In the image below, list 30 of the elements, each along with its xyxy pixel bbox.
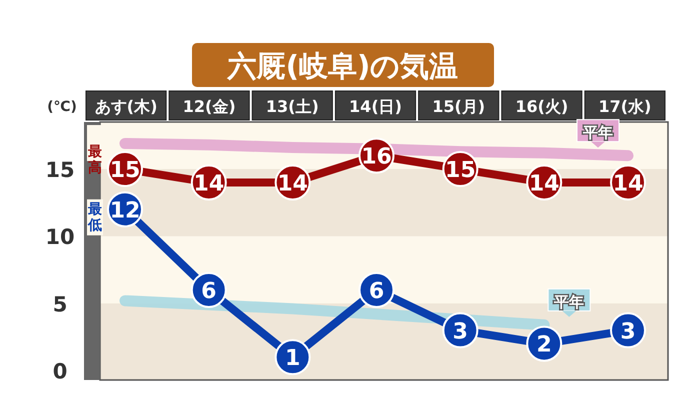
data-label: 15 xyxy=(110,158,140,184)
data-label: 14 xyxy=(194,171,224,196)
x-tick-label: 15(月) xyxy=(432,97,486,116)
data-label: 3 xyxy=(620,319,636,344)
y-axis-title: (℃) xyxy=(47,99,77,115)
y-tick-label: 10 xyxy=(45,225,75,250)
x-tick-label: 13(土) xyxy=(266,97,319,116)
data-label: 16 xyxy=(361,144,392,170)
data-label: 3 xyxy=(452,319,468,344)
data-label: 6 xyxy=(201,278,216,304)
x-tick-label: 17(水) xyxy=(598,97,652,116)
data-label: 15 xyxy=(445,158,476,184)
chart-title: 六厩(岐阜)の気温 xyxy=(226,49,458,83)
data-label: 14 xyxy=(528,171,560,196)
x-tick-label: 12(金) xyxy=(182,97,236,116)
data-label: 6 xyxy=(368,278,384,304)
series-label: 平年 xyxy=(582,124,613,142)
data-label: 2 xyxy=(536,332,552,358)
data-label: 12 xyxy=(110,198,140,224)
x-tick-label: あす(木) xyxy=(94,97,158,116)
y-tick-label: 0 xyxy=(52,360,68,384)
x-tick-label: 14(日) xyxy=(349,97,402,116)
data-label: 14 xyxy=(277,171,308,196)
y-tick-label: 5 xyxy=(52,292,68,316)
data-label: 14 xyxy=(612,171,644,196)
x-tick-label: 16(火) xyxy=(515,97,568,116)
y-tick-label: 15 xyxy=(45,158,75,182)
series-label: 最低 xyxy=(87,201,102,234)
data-label: 1 xyxy=(285,346,300,372)
series-label: 平年 xyxy=(553,292,584,311)
